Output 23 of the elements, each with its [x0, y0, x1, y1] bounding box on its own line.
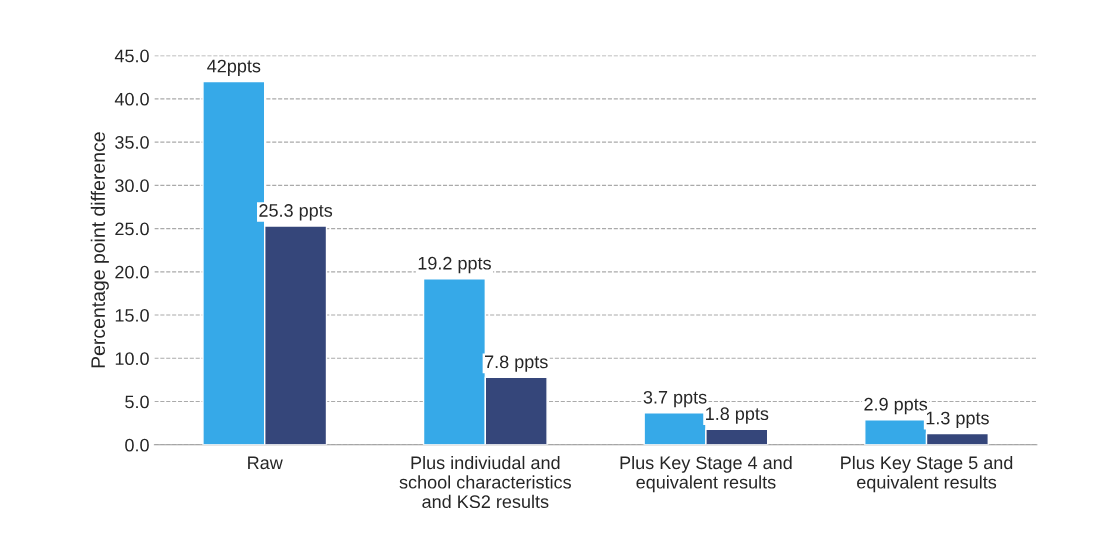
data-label: 2.9 ppts	[864, 397, 928, 415]
y-tick-label: 0.0	[125, 438, 149, 452]
y-tick-label: 40.0	[114, 92, 149, 106]
y-tick-label: 5.0	[125, 395, 149, 409]
x-tick-label: Raw	[248, 456, 283, 470]
data-label: 25.3 ppts	[259, 204, 333, 221]
data-label: 42ppts	[207, 59, 261, 76]
data-label: 1.8 ppts	[706, 407, 769, 424]
y-tick-label: 35.0	[115, 136, 149, 149]
x-tick-label: Plus Key Stage 5 and equivalent results	[841, 455, 1013, 493]
x-tick-label: Plus Key Stage 4 and equivalent results	[620, 455, 792, 493]
data-label: 1.3 ppts	[926, 411, 989, 428]
y-tick-label: 25.0	[115, 222, 149, 236]
data-label: 3.7 ppts	[643, 390, 707, 408]
data-label: 7.8 ppts	[485, 355, 548, 372]
y-tick-label: 45.0	[114, 49, 149, 63]
y-tick-label: 20.0	[115, 265, 149, 279]
x-tick-label: Plus indiviudal and school characteristics and KS2 results	[399, 455, 571, 509]
y-tick-label: 30.0	[115, 179, 149, 193]
data-label: 19.2 ppts	[418, 256, 491, 274]
y-axis-title: Percentage point difference	[90, 132, 109, 368]
y-tick-label: 15.0	[115, 309, 149, 322]
y-tick-label: 10.0	[115, 352, 149, 366]
